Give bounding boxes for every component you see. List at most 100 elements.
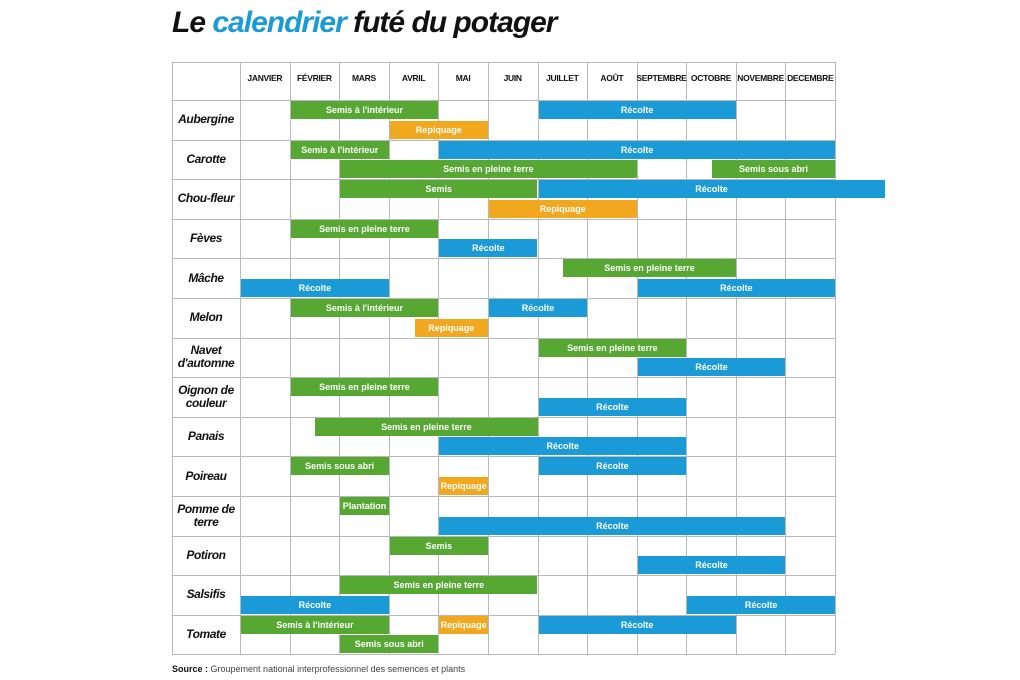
vegetable-label: Mâche [188, 270, 224, 285]
activity-bar: Repiquage [389, 120, 488, 139]
column-divider [438, 62, 440, 655]
activity-bar: Semis sous abri [712, 160, 835, 179]
activity-bar: Récolte [538, 101, 736, 119]
vegetable-label: Chou-fleur [177, 191, 235, 206]
source-note: Source : Groupement national interprofes… [172, 664, 465, 674]
activity-bar: Récolte [637, 358, 786, 377]
source-text: Groupement national interprofessionnel d… [210, 664, 466, 674]
activity-bar: Semis en pleine terre [290, 378, 439, 397]
grid-border-left [172, 62, 173, 655]
vegetable-label: Pomme de terre [177, 501, 235, 529]
row-divider [172, 416, 835, 418]
vegetable-label: Salsifis [186, 587, 226, 602]
title-post: futé du potager [345, 6, 557, 39]
row-divider [172, 139, 835, 141]
month-header: MARS [352, 73, 376, 83]
activity-bar: Semis en pleine terre [340, 576, 538, 595]
activity-bar: Récolte [538, 457, 687, 476]
row-divider [172, 218, 835, 220]
row-divider [172, 614, 835, 616]
row-divider [172, 258, 835, 260]
activity-bar: Repiquage [414, 318, 488, 337]
activity-bar: Récolte [538, 180, 885, 199]
activity-bar: Semis à l'intérieur [290, 140, 389, 159]
activity-bar: Semis à l'intérieur [290, 101, 439, 119]
column-divider [339, 62, 341, 655]
title-accent: calendrier [212, 6, 346, 39]
column-divider [388, 62, 390, 655]
month-header: SEPTEMBRE [636, 73, 687, 83]
month-header: AOÛT [600, 73, 624, 83]
activity-bar: Repiquage [488, 199, 637, 218]
activity-bar: Semis sous abri [290, 457, 389, 476]
activity-bar: Semis sous abri [340, 635, 439, 654]
activity-bar: Semis en pleine terre [290, 219, 439, 238]
header-divider [172, 100, 835, 101]
activity-bar: Semis en pleine terre [340, 160, 637, 179]
column-divider [537, 62, 539, 655]
month-header: JUILLET [546, 73, 579, 83]
column-divider [785, 62, 787, 655]
activity-bar: Repiquage [439, 615, 488, 634]
column-divider [240, 62, 241, 655]
row-divider [172, 535, 835, 537]
activity-bar: Repiquage [439, 476, 488, 495]
month-header: FÉVRIER [297, 73, 332, 83]
month-header: JUIN [503, 73, 522, 83]
grid-border-bottom [172, 654, 835, 656]
activity-bar: Semis [389, 536, 488, 555]
vegetable-label: Melon [189, 310, 223, 325]
activity-bar: Plantation [340, 497, 389, 515]
vegetable-label: Aubergine [178, 112, 234, 127]
row-divider [172, 575, 835, 577]
row-divider [172, 496, 835, 497]
activity-bar: Semis à l'intérieur [290, 299, 439, 317]
month-header: JANVIER [247, 73, 283, 83]
month-header: MAI [455, 73, 471, 83]
title-pre: Le [172, 6, 213, 39]
vegetable-label: Carotte [186, 151, 226, 166]
activity-bar: Semis en pleine terre [538, 338, 687, 357]
vegetable-label: Navet d'automne [177, 343, 235, 371]
activity-bar: Récolte [439, 239, 538, 258]
activity-bar: Récolte [439, 437, 687, 456]
vegetable-label: Fèves [189, 231, 223, 246]
row-divider [172, 179, 835, 181]
grid-border-top [172, 62, 835, 63]
activity-bar: Récolte [637, 278, 835, 297]
activity-bar: Récolte [488, 299, 588, 317]
column-divider [587, 62, 589, 655]
activity-bar: Semis [340, 180, 538, 199]
source-label: Source : [172, 664, 209, 674]
activity-bar: Récolte [687, 595, 835, 614]
vegetable-label: Oignon de couleur [178, 382, 234, 410]
row-divider [172, 377, 835, 379]
activity-bar: Récolte [241, 595, 389, 614]
vegetable-label: Tomate [186, 627, 226, 642]
column-divider [835, 62, 836, 655]
column-divider [289, 62, 291, 655]
vegetable-label: Potiron [186, 547, 226, 562]
activity-bar: Semis en pleine terre [563, 259, 736, 278]
row-divider [172, 298, 835, 299]
column-divider [487, 62, 489, 655]
activity-bar: Semis en pleine terre [315, 417, 538, 436]
chart-title: Le calendrier futé du potager [172, 6, 557, 48]
month-header: DECEMBRE [787, 73, 834, 83]
column-divider [636, 62, 638, 655]
activity-bar: Récolte [241, 278, 389, 297]
month-header: OCTOBRE [690, 73, 732, 83]
month-header: NOVEMBRE [737, 73, 784, 83]
activity-bar: Récolte [439, 140, 835, 159]
vegetable-label: Poireau [185, 468, 227, 483]
row-divider [172, 456, 835, 458]
activity-bar: Récolte [538, 615, 736, 634]
activity-bar: Récolte [538, 397, 687, 416]
activity-bar: Récolte [637, 556, 786, 575]
vegetable-label: Panais [187, 429, 225, 444]
row-divider [172, 337, 835, 339]
activity-bar: Semis à l'intérieur [241, 615, 389, 634]
activity-bar: Récolte [439, 516, 786, 535]
month-header: AVRIL [401, 73, 426, 83]
